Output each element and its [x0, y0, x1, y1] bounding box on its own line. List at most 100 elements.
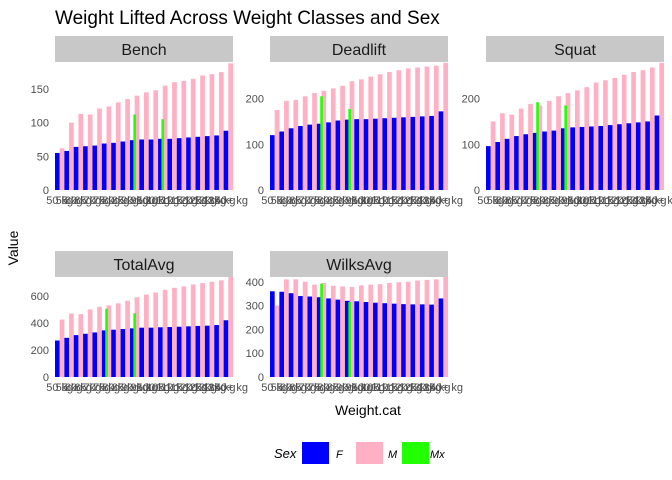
bar-f	[64, 150, 70, 190]
x-tick-label: 110 kg	[587, 195, 619, 207]
bar-m	[97, 306, 102, 377]
bar-f	[354, 301, 359, 377]
x-tick-label: 95 kg	[131, 195, 158, 207]
bar-m	[565, 93, 571, 190]
bar-m	[162, 85, 168, 190]
x-tick-label: 125 kg	[184, 195, 217, 207]
y-tick-label: 600	[31, 291, 49, 303]
bar-m	[293, 99, 299, 190]
bar-f	[195, 136, 201, 190]
bar-f	[401, 117, 406, 190]
bar-f	[617, 124, 622, 190]
x-tick-label: 130 kg	[193, 195, 226, 207]
bar-m	[106, 305, 112, 377]
x-tick-label: 115 kg	[165, 382, 197, 394]
bar-f	[307, 124, 313, 190]
y-tick-label: 400	[31, 318, 49, 330]
bar-f	[532, 132, 538, 190]
y-tick-label: 200	[31, 345, 49, 357]
bar-m	[368, 76, 374, 190]
x-tick-label: 140+ kg	[209, 195, 248, 207]
x-tick-label: 80 kg	[533, 195, 560, 207]
bar-f	[214, 324, 219, 377]
bar-m	[593, 82, 599, 190]
x-tick-label: 60 kg	[65, 382, 92, 394]
bar-f	[326, 122, 331, 190]
bar-m	[153, 292, 159, 377]
y-tick-label: 0	[258, 185, 264, 197]
bar-m	[106, 106, 112, 190]
bar-f	[410, 116, 416, 190]
bar-f	[158, 327, 163, 377]
y-tick-label: 400	[246, 277, 264, 289]
bar-f	[504, 138, 510, 190]
bar-m	[621, 74, 627, 190]
bar-f	[298, 126, 303, 190]
bar-f	[354, 119, 359, 190]
x-tick-label: 90 kg	[121, 382, 148, 394]
bar-f	[64, 337, 70, 377]
x-tick-label: 65 kg	[74, 195, 101, 207]
bar-m	[349, 81, 355, 190]
x-tick-label: 60 kg	[280, 195, 307, 207]
legend-key-f	[302, 442, 329, 464]
x-tick-label: 70 kg	[84, 382, 111, 394]
bar-m	[200, 75, 205, 190]
bar-f	[148, 139, 154, 190]
bar-m	[518, 108, 524, 190]
bar-m	[78, 314, 84, 377]
bar-f	[176, 326, 182, 377]
legend-key-mx	[402, 442, 429, 464]
bar-m	[377, 74, 383, 190]
y-tick-label: 50	[37, 151, 49, 163]
x-tick-label: 95 kg	[346, 195, 373, 207]
bar-m	[144, 92, 149, 190]
bar-f	[167, 138, 173, 190]
x-tick-label: 115 kg	[380, 382, 412, 394]
bar-m	[293, 279, 299, 377]
bar-f	[335, 299, 341, 377]
bar-m	[424, 66, 430, 190]
bar-mx	[133, 114, 136, 190]
bar-m	[396, 70, 402, 190]
x-tick-label: 100 kg	[137, 382, 170, 394]
bar-m	[97, 108, 102, 190]
x-tick-label: 140+ kg	[424, 195, 463, 207]
facet-strip	[270, 36, 448, 62]
bar-f	[560, 128, 566, 190]
x-tick-label: 80 kg	[317, 195, 344, 207]
bar-f	[55, 152, 60, 190]
bar-m	[546, 100, 552, 190]
bar-m	[396, 282, 402, 377]
bar-f	[158, 138, 163, 190]
bar-m	[330, 88, 336, 190]
x-tick-label: 105 kg	[146, 382, 179, 394]
x-tick-label: 60 kg	[65, 195, 92, 207]
x-tick-label: 120 kg	[389, 195, 422, 207]
bar-m	[190, 284, 196, 377]
bar-f	[101, 143, 107, 190]
bar-f	[391, 303, 397, 377]
legend-label-mx: Mx	[430, 449, 445, 461]
bar-mx	[161, 119, 165, 190]
bar-m	[87, 309, 93, 377]
facet-strip-label: WilksAvg	[326, 257, 392, 274]
facet-strip	[55, 36, 233, 62]
x-axis-title: Weight.cat	[335, 402, 401, 418]
bar-f	[363, 119, 369, 190]
x-tick-label: 55 kg	[56, 195, 83, 207]
bar-m	[274, 110, 280, 190]
x-tick-label: 50 kg	[261, 382, 288, 394]
bar-f	[92, 145, 98, 190]
bar-m	[134, 297, 140, 377]
x-tick-label: 135 kg	[202, 382, 235, 394]
bar-m	[500, 113, 505, 190]
bar-m	[87, 114, 93, 190]
bar-m	[115, 303, 121, 377]
y-tick-label: 0	[474, 185, 480, 197]
x-tick-label: 85 kg	[327, 382, 354, 394]
x-tick-label: 80 kg	[102, 382, 129, 394]
x-tick-label: 120 kg	[174, 195, 207, 207]
